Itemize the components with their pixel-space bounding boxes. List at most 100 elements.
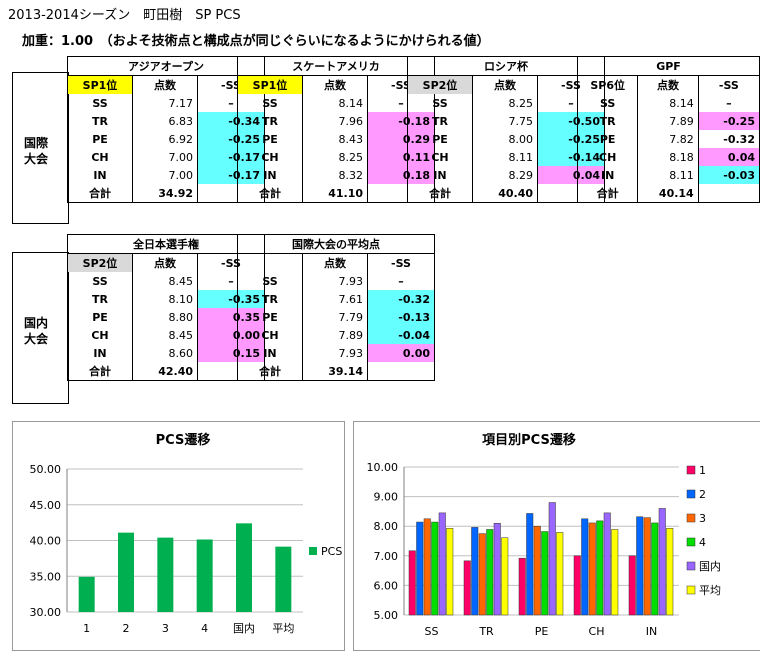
item-score: 7.17 <box>132 94 198 112</box>
chart-title: 項目別PCS遷移 <box>482 432 576 448</box>
total-label: 合計 <box>237 184 303 203</box>
item-diff: -0.04 <box>367 326 435 344</box>
table-row: SS 8.14– <box>576 94 760 112</box>
x-tick-label: 1 <box>83 622 90 635</box>
x-tick-label: 国内 <box>233 621 255 635</box>
total-label: 合計 <box>67 184 133 203</box>
score-table: スケートアメリカ SP1位 点数 -SS SS 8.14– TR 7.96 -0.18 PE 8.4… <box>237 56 435 203</box>
x-tick-label: SS <box>425 625 439 638</box>
item-label: PE <box>407 130 473 148</box>
dom-label-2: 大会 <box>24 332 49 346</box>
table-row: IN 8.11 -0.03 <box>576 166 760 184</box>
score-header: 点数 <box>637 75 699 94</box>
score-table: 国際大会の平均点 点数 -SS SS 7.93– TR 7.61 -0.32 PE 7.79 -0.… <box>237 234 435 381</box>
item-label: SS <box>237 94 303 112</box>
total-score: 41.10 <box>302 184 368 203</box>
item-score: 8.43 <box>302 130 368 148</box>
y-tick-label: 35.00 <box>30 570 62 583</box>
item-pcs-chart: 項目別PCS遷移 5.00 6.00 7.00 8.00 9.00 10.00 SS TR PE C… <box>367 432 722 638</box>
item-label: PE <box>576 130 638 148</box>
item-label: CH <box>67 326 133 344</box>
item-score: 7.61 <box>302 290 368 308</box>
legend-label: 4 <box>699 536 706 549</box>
bar <box>588 522 596 616</box>
y-tick-label: 9.00 <box>374 491 399 504</box>
item-score: 8.60 <box>132 344 198 362</box>
table-row: PE 8.43 0.29 <box>237 130 435 148</box>
y-tick-label: 50.00 <box>30 463 62 476</box>
item-score: 8.80 <box>132 308 198 326</box>
bar <box>423 518 431 616</box>
pcs-chart: PCS遷移 30.00 35.00 40.00 45.00 50.00 1 2 3 4 国内 平均 PC… <box>30 432 343 635</box>
score-header: 点数 <box>472 75 538 94</box>
item-label: IN <box>576 166 638 184</box>
score-header: 点数 <box>302 75 368 94</box>
table-row: IN 7.00 -0.17 <box>67 166 265 184</box>
y-tick-label: 8.00 <box>374 520 399 533</box>
item-score: 8.32 <box>302 166 368 184</box>
table-row: SS 8.45– <box>67 272 265 290</box>
table-row: CH 8.11 -0.14 <box>407 148 605 166</box>
bar <box>643 517 651 616</box>
chart-title: PCS遷移 <box>156 432 211 448</box>
event-name: 国際大会の平均点 <box>237 234 435 254</box>
bar <box>666 528 674 616</box>
legend-label: PCS <box>321 545 342 558</box>
item-label: TR <box>237 112 303 130</box>
total-blank <box>367 362 435 381</box>
table-row: IN 8.32 0.18 <box>237 166 435 184</box>
total-label: 合計 <box>576 184 638 203</box>
bar <box>548 502 556 616</box>
score-table: GPF SP6位 点数 -SS SS 8.14– TR 7.89 -0.25 PE 7.82 -0.3… <box>576 56 760 203</box>
bar <box>533 525 541 616</box>
item-label: SS <box>67 94 133 112</box>
bar <box>541 531 549 616</box>
x-tick-label: IN <box>646 625 657 638</box>
legend-swatch <box>686 513 696 523</box>
x-tick-label: PE <box>535 625 549 638</box>
y-tick-label: 5.00 <box>374 609 399 622</box>
y-tick-label: 7.00 <box>374 550 399 563</box>
item-score: 7.93 <box>302 344 368 362</box>
table-row: IN 8.29 0.04 <box>407 166 605 184</box>
item-score: 7.89 <box>302 326 368 344</box>
item-label: SS <box>237 272 303 290</box>
item-diff: -0.32 <box>697 130 760 148</box>
table-row: CH 7.00 -0.17 <box>67 148 265 166</box>
table-row: TR 8.10 -0.35 <box>67 290 265 308</box>
table-row: PE 8.80 0.35 <box>67 308 265 326</box>
table-row: PE 8.00 -0.25 <box>407 130 605 148</box>
rank-badge: SP1位 <box>67 75 133 94</box>
bar <box>658 508 666 616</box>
item-score: 8.25 <box>472 94 538 112</box>
total-score: 42.40 <box>132 362 198 381</box>
item-label: CH <box>237 148 303 166</box>
rank-badge: SP2位 <box>407 75 473 94</box>
bar <box>438 512 446 616</box>
legend-swatch <box>686 465 696 475</box>
legend-swatch <box>686 537 696 547</box>
item-label: PE <box>237 130 303 148</box>
item-score: 6.92 <box>132 130 198 148</box>
rank-badge: SP6位 <box>576 75 638 94</box>
bar <box>628 555 636 616</box>
bar <box>118 532 134 612</box>
item-score: 7.79 <box>302 308 368 326</box>
item-label: SS <box>407 94 473 112</box>
bar <box>275 546 292 612</box>
bar <box>157 537 174 612</box>
table-row: PE 6.92 -0.25 <box>67 130 265 148</box>
bar <box>478 533 486 616</box>
item-diff: -0.25 <box>697 112 760 130</box>
legend-swatch <box>686 585 696 595</box>
total-label: 合計 <box>407 184 473 203</box>
total-label: 合計 <box>67 362 133 381</box>
table-row: SS 7.17– <box>67 94 265 112</box>
item-score: 8.10 <box>132 290 198 308</box>
legend-swatch <box>309 547 317 555</box>
total-score: 40.14 <box>637 184 699 203</box>
legend-swatch <box>686 561 696 571</box>
total-score: 39.14 <box>302 362 368 381</box>
bar <box>431 521 439 616</box>
rank-badge: SP2位 <box>67 253 133 272</box>
